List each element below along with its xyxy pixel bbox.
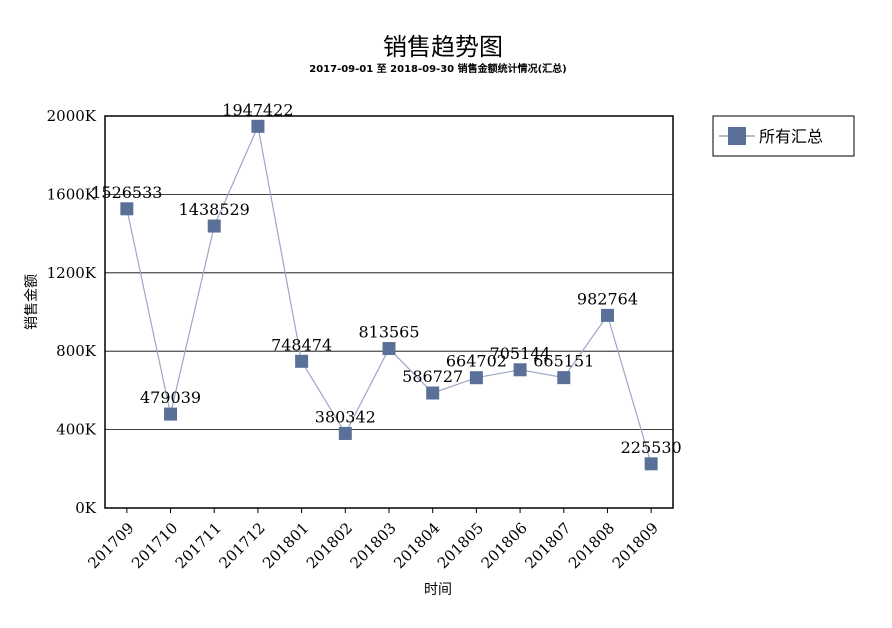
- x-tick-label: 201806: [478, 519, 531, 572]
- x-tick-label: 201805: [434, 519, 487, 572]
- data-label: 813565: [358, 323, 419, 342]
- data-labels: 1526533 479039 1438529 1947422 748474 380342 8…: [91, 100, 681, 456]
- data-label: 586727: [402, 367, 463, 386]
- x-tick-label: 201802: [303, 519, 356, 572]
- data-point: [426, 386, 440, 400]
- x-tick-label: 201709: [84, 519, 137, 572]
- x-tick-label: 201804: [390, 519, 443, 572]
- data-label: 1947422: [222, 100, 293, 119]
- data-label: 1526533: [91, 183, 162, 202]
- y-tick-label: 800K: [56, 342, 97, 360]
- y-tick-label: 0K: [75, 499, 97, 517]
- data-point: [382, 342, 396, 356]
- data-label: 982764: [577, 289, 638, 308]
- legend: 所有汇总: [712, 115, 855, 157]
- data-point: [600, 308, 614, 322]
- data-point: [513, 363, 527, 377]
- data-point: [207, 219, 221, 233]
- x-axis-ticks: 2017092017102017112017122018012018022018…: [84, 508, 662, 572]
- x-tick-label: 201711: [172, 519, 225, 572]
- x-tick-label: 201710: [128, 519, 181, 572]
- y-tick-label: 1600K: [47, 185, 97, 203]
- data-label: 748474: [271, 335, 332, 354]
- x-tick-label: 201809: [609, 519, 662, 572]
- x-tick-label: 201803: [347, 519, 400, 572]
- data-point: [295, 354, 309, 368]
- series-line: [126, 124, 652, 464]
- data-point: [164, 407, 178, 421]
- data-label: 664702: [446, 352, 507, 371]
- data-label: 705144: [490, 344, 551, 363]
- data-label: 380342: [315, 407, 376, 426]
- data-label: 1438529: [179, 200, 250, 219]
- data-point: [251, 119, 265, 133]
- chart-subtitle: 2017-09-01 至 2018-09-30 销售金额统计情况(汇总): [309, 62, 567, 75]
- x-tick-label: 201807: [521, 519, 574, 572]
- chart-title: 销售趋势图: [383, 33, 503, 61]
- y-tick-label: 400K: [56, 421, 97, 439]
- legend-marker: [728, 127, 746, 145]
- grid-lines: [105, 193, 673, 431]
- data-point: [469, 371, 483, 385]
- series-layer: [120, 119, 658, 471]
- data-label: 665151: [533, 352, 594, 371]
- x-tick-label: 201808: [565, 519, 618, 572]
- data-point: [557, 371, 571, 385]
- data-point: [338, 426, 352, 440]
- x-tick-label: 201712: [215, 519, 268, 572]
- x-tick-label: 201801: [259, 519, 312, 572]
- data-point: [120, 202, 134, 216]
- data-point: [644, 457, 658, 471]
- y-axis-label: 销售金额: [24, 274, 40, 330]
- data-label: 225530: [621, 438, 682, 457]
- y-tick-label: 1200K: [47, 264, 97, 282]
- plot-area-frame: [104, 115, 674, 509]
- legend-entry-label: 所有汇总: [759, 127, 823, 146]
- data-label: 479039: [140, 388, 201, 407]
- x-axis-label: 时间: [424, 582, 452, 598]
- y-axis-ticks: 0K 400K 800K 1200K 1600K 2000K: [47, 107, 97, 517]
- y-tick-label: 2000K: [47, 107, 97, 125]
